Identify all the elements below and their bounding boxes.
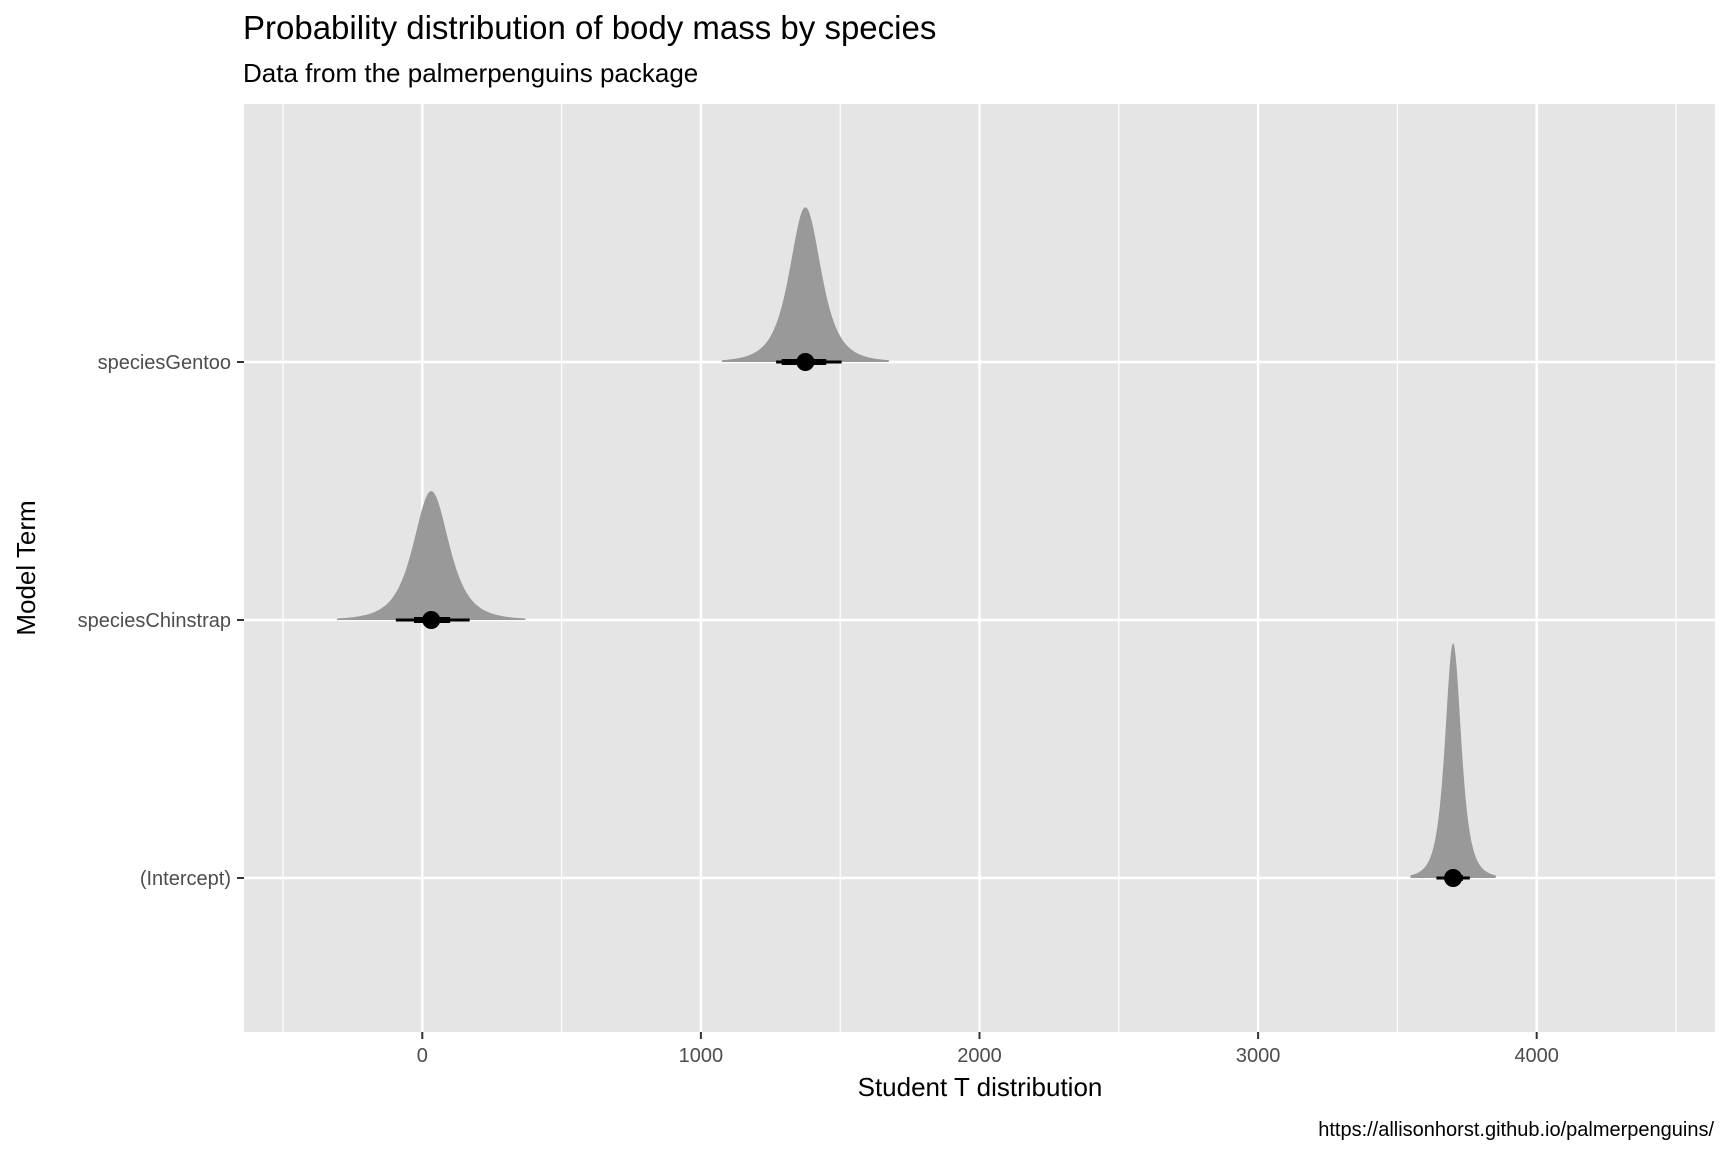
x-tick-label: 0 [417,1045,428,1067]
x-axis: 0 1000 2000 3000 4000 [417,1032,1559,1067]
y-axis-title: Model Term [11,500,41,635]
density-layer [337,207,1496,878]
x-tick-label: 3000 [1236,1045,1281,1067]
density-intercept [1410,643,1496,878]
y-axis: speciesGentoo speciesChinstrap (Intercept) [78,352,244,890]
x-tick-label: 2000 [957,1045,1002,1067]
y-tick-label: (Intercept) [140,868,231,890]
x-axis-title: Student T distribution [858,1072,1103,1102]
point-estimate [422,611,441,629]
y-tick-label: speciesChinstrap [78,610,231,632]
chart-title: Probability distribution of body mass by… [243,9,936,46]
x-tick-label: 4000 [1514,1045,1559,1067]
chart-subtitle: Data from the palmerpenguins package [243,58,698,88]
interval-layer [395,353,1470,887]
point-estimate [1444,869,1463,887]
density-specieschinstrap [337,491,526,620]
point-estimate [796,353,815,371]
x-tick-label: 1000 [679,1045,724,1067]
chart-caption: https://allisonhorst.github.io/palmerpen… [1318,1119,1714,1141]
y-tick-label: speciesGentoo [98,352,231,374]
density-speciesgentoo [721,207,889,362]
